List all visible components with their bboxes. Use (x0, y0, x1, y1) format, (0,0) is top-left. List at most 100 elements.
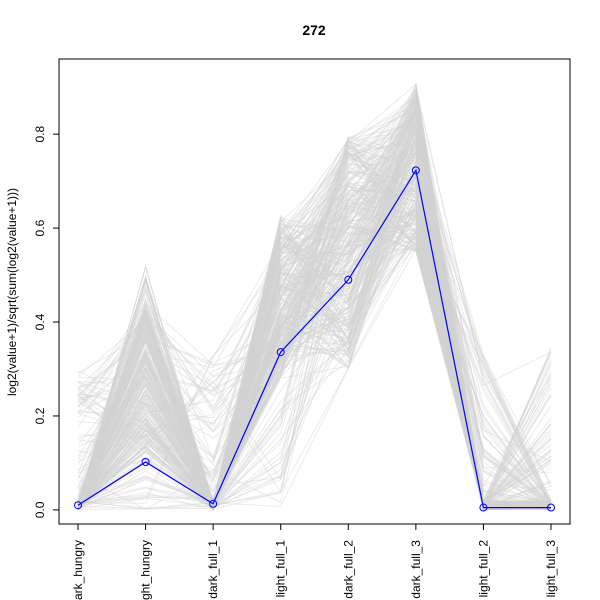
background-profile-line (77, 92, 552, 508)
background-profile-line (77, 87, 552, 507)
background-profile-line (77, 127, 552, 510)
background-profile-line (77, 105, 552, 507)
background-profile-line (77, 228, 552, 510)
background-profile-line (77, 103, 552, 512)
background-profile-line (77, 150, 552, 510)
background-profile-line (77, 95, 552, 510)
background-profile-line (77, 211, 552, 509)
background-profile-line (77, 106, 552, 506)
background-profile-line (77, 215, 552, 512)
background-profile-line (77, 166, 552, 511)
background-profile-line (77, 88, 552, 512)
background-profile-line (77, 170, 552, 509)
background-profile-line (77, 120, 552, 511)
background-profile-line (77, 88, 552, 510)
background-profile-line (77, 109, 552, 510)
background-profile-line (77, 102, 552, 506)
background-profile-line (77, 82, 552, 506)
background-profile-line (77, 116, 552, 511)
background-profile-line (77, 101, 552, 508)
background-profile-line (77, 123, 552, 508)
background-profile-line (77, 152, 552, 509)
y-tick-label: 0.4 (33, 313, 47, 330)
background-profile-line (77, 89, 552, 509)
background-profile-line (77, 133, 552, 511)
background-profile-line (77, 184, 552, 511)
background-profile-line (77, 89, 552, 510)
background-profile-line (77, 247, 552, 508)
background-profile-line (77, 149, 552, 505)
background-profile-line (77, 91, 552, 508)
background-profile-line (77, 131, 552, 509)
background-profile-line (77, 222, 552, 510)
background-profile-line (77, 128, 552, 510)
background-profile-line (77, 109, 552, 511)
background-profile-line (77, 111, 552, 508)
background-profile-line (77, 192, 552, 507)
background-profile-line (77, 135, 552, 509)
background-profile-line (77, 142, 552, 510)
x-tick-label: light_full_2 (476, 540, 490, 598)
background-profile-line (77, 136, 552, 510)
background-profile-line (77, 84, 552, 512)
background-profile-line (77, 109, 552, 509)
background-profile-line (77, 207, 552, 507)
background-profile-line (77, 103, 552, 511)
background-profile-line (77, 97, 552, 508)
background-profile-line (77, 139, 552, 511)
background-profile-line (77, 129, 552, 509)
background-profile-line (77, 151, 552, 509)
background-profile-line (77, 221, 552, 508)
background-profile-line (77, 138, 552, 510)
background-profile-line (77, 171, 552, 510)
background-profile-line (77, 114, 552, 505)
background-profile-line (77, 145, 552, 510)
series-layer (74, 166, 555, 512)
background-profile-line (77, 125, 552, 510)
background-profile-line (77, 104, 552, 510)
background-profile-line (77, 224, 552, 505)
background-profile-line (77, 143, 552, 512)
background-profile-line (77, 82, 552, 511)
background-profile-line (77, 228, 552, 509)
x-tick-label: light_full_3 (544, 540, 558, 598)
background-profile-line (77, 245, 552, 508)
background-profile-line (77, 143, 552, 510)
background-profile-line (77, 114, 552, 509)
background-profile-line (77, 98, 552, 506)
background-profile-line (77, 137, 552, 506)
background-profile-line (77, 141, 552, 508)
background-profile-line (77, 182, 552, 511)
background-profile-line (77, 160, 552, 509)
background-profile-line (77, 111, 552, 510)
y-tick-label: 0.8 (33, 126, 47, 143)
background-profile-line (77, 106, 552, 510)
background-profile-line (77, 130, 552, 509)
background-profile-line (77, 127, 552, 510)
background-profile-line (77, 157, 552, 509)
y-tick-label: 0.6 (33, 219, 47, 236)
background-profile-line (77, 171, 552, 511)
background-profile-line (77, 142, 552, 509)
background-profile-line (77, 228, 552, 510)
background-profile-line (77, 235, 552, 509)
background-profile-line (77, 226, 552, 510)
background-profile-line (77, 176, 552, 505)
background-profile-line (77, 122, 552, 507)
x-tick-label: light_full_1 (274, 540, 288, 598)
background-profile-line (77, 108, 552, 511)
background-profile-line (77, 224, 552, 507)
background-profile-line (77, 231, 552, 511)
background-profile-line (77, 138, 552, 505)
background-profile-line (77, 175, 552, 511)
background-profile-line (77, 232, 552, 511)
background-profile-line (77, 171, 552, 510)
background-profile-line (77, 107, 552, 509)
background-profile-line (77, 141, 552, 507)
background-profile-line (77, 106, 552, 508)
background-profile-line (77, 204, 552, 505)
background-profile-line (77, 154, 552, 507)
background-profile-line (77, 100, 552, 506)
background-profile-line (77, 124, 552, 504)
background-profile-line (77, 98, 552, 509)
